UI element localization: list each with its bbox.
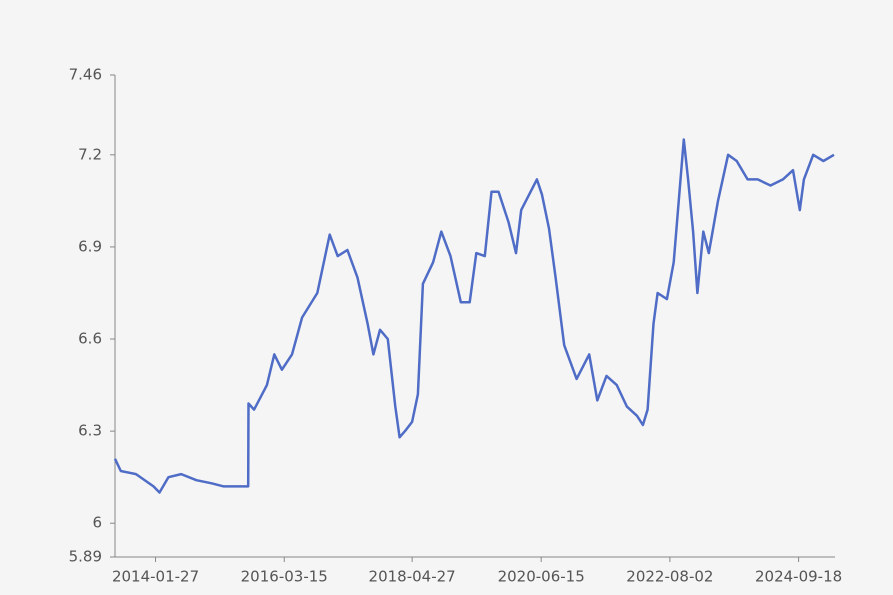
x-tick-label: 2020-06-15 <box>498 568 585 586</box>
x-tick-label: 2022-08-02 <box>626 568 713 586</box>
x-tick-label: 2024-09-18 <box>755 568 842 586</box>
y-tick-label: 7.2 <box>78 145 102 163</box>
y-tick-label: 6.6 <box>78 330 102 348</box>
x-tick-label: 2018-04-27 <box>369 568 456 586</box>
y-tick-label: 6.9 <box>78 237 102 255</box>
y-tick-label: 5.89 <box>69 548 102 566</box>
y-tick-label: 6.3 <box>78 422 102 440</box>
x-tick-label: 2016-03-15 <box>241 568 328 586</box>
y-tick-label: 6 <box>92 514 102 532</box>
x-tick-label: 2014-01-27 <box>112 568 199 586</box>
y-tick-label: 7.46 <box>69 66 102 84</box>
data-line <box>113 138 835 494</box>
